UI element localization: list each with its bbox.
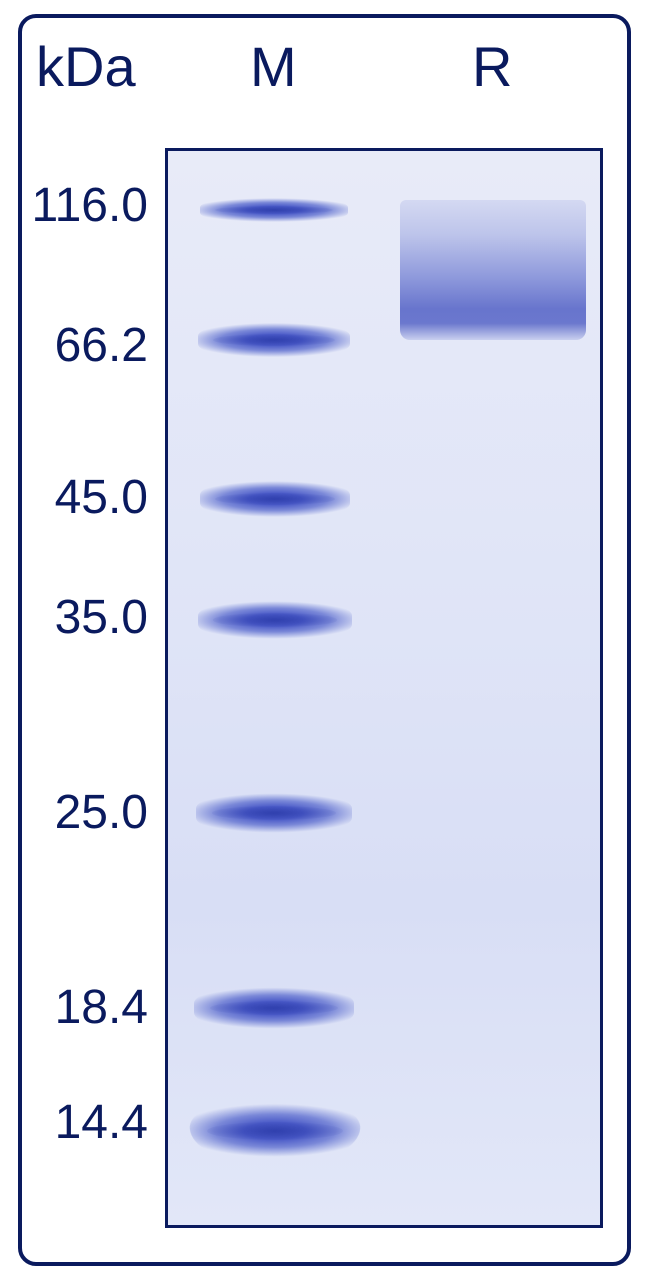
lane-label-r: R <box>472 34 512 99</box>
marker-band-66 <box>198 320 350 360</box>
axis-label-116: 116.0 <box>28 178 148 233</box>
marker-band-18 <box>194 984 354 1032</box>
axis-label-14: 14.4 <box>28 1095 148 1150</box>
marker-band-45 <box>200 478 350 520</box>
marker-band-35 <box>198 598 352 642</box>
axis-label-18: 18.4 <box>28 980 148 1035</box>
axis-label-45: 45.0 <box>28 470 148 525</box>
lane-label-m: M <box>250 34 297 99</box>
marker-band-116 <box>200 196 348 224</box>
sample-band-r <box>400 200 586 340</box>
axis-label-66: 66.2 <box>28 318 148 373</box>
marker-band-25 <box>196 790 352 836</box>
axis-label-25: 25.0 <box>28 785 148 840</box>
marker-band-14 <box>187 1099 363 1161</box>
axis-label-35: 35.0 <box>28 590 148 645</box>
unit-label: kDa <box>36 34 136 99</box>
